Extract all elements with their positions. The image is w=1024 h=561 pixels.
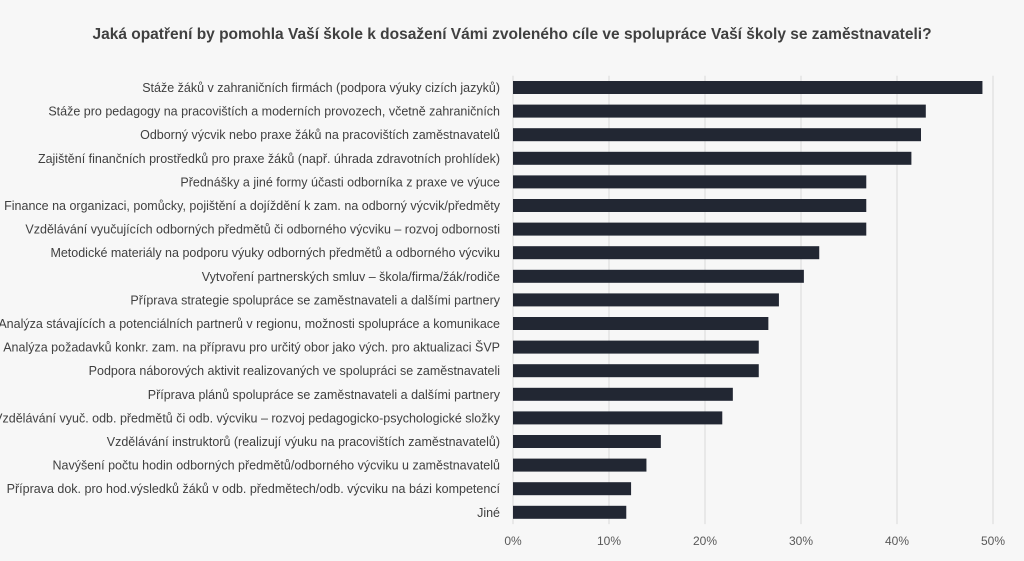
bar [513, 340, 759, 354]
bar [513, 104, 926, 118]
category-label: Vzdělávání instruktorů (realizují výuku … [107, 435, 500, 449]
category-label: Příprava strategie spolupráce se zaměstn… [130, 293, 500, 307]
bar [513, 246, 820, 260]
category-label: Příprava plánů spolupráce se zaměstnavat… [148, 388, 501, 402]
category-label: Vytvoření partnerských smluv – škola/fir… [202, 270, 500, 284]
bar [513, 387, 733, 401]
chart-title: Jaká opatření by pomohla Vaší škole k do… [92, 26, 932, 43]
category-label: Stáže žáků v zahraničních firmách (podpo… [142, 81, 500, 95]
category-label: Metodické materiály na podporu výuky odb… [50, 246, 500, 260]
bar [513, 222, 867, 236]
bar [513, 458, 647, 472]
category-label: Analýza stávajících a potenciálních part… [0, 317, 500, 331]
bar [513, 482, 632, 496]
bar [513, 435, 661, 448]
x-tick-label: 0% [504, 534, 522, 548]
category-label: Finance na organizaci, pomůcky, pojištěn… [4, 199, 501, 213]
category-label: Přednášky a jiné formy účasti odborníka … [180, 175, 500, 189]
bar [513, 151, 912, 165]
bar [513, 269, 804, 283]
category-label: Zajištění finančních prostředků pro prax… [38, 152, 500, 166]
bar [513, 505, 627, 519]
category-label: Stáže pro pedagogy na pracovištích a mod… [48, 105, 500, 119]
category-label: Podpora náborových aktivit realizovaných… [89, 364, 500, 378]
category-label: Vzdělávání vyučujících odborných předmět… [25, 223, 500, 237]
x-tick-label: 30% [789, 534, 813, 548]
bar [513, 81, 983, 94]
bar [513, 411, 723, 425]
category-label: Navýšení počtu hodin odborných předmětů/… [53, 459, 501, 473]
bar [513, 199, 867, 212]
bar [513, 293, 779, 307]
category-label: Odborný výcvik nebo praxe žáků na pracov… [140, 128, 500, 142]
bar [513, 317, 769, 330]
category-label: Vzdělávání vyuč. odb. předmětů či odb. v… [0, 411, 501, 425]
bar [513, 128, 921, 142]
bar [513, 175, 867, 189]
x-tick-label: 40% [885, 534, 909, 548]
category-label: Příprava dok. pro hod.výsledků žáků v od… [7, 482, 501, 496]
x-tick-label: 20% [693, 534, 717, 548]
category-label: Analýza požadavků konkr. zam. na příprav… [3, 340, 500, 355]
x-tick-label: 50% [981, 534, 1005, 548]
x-tick-label: 10% [597, 534, 621, 548]
category-label: Jiné [477, 506, 500, 520]
bar [513, 364, 759, 378]
